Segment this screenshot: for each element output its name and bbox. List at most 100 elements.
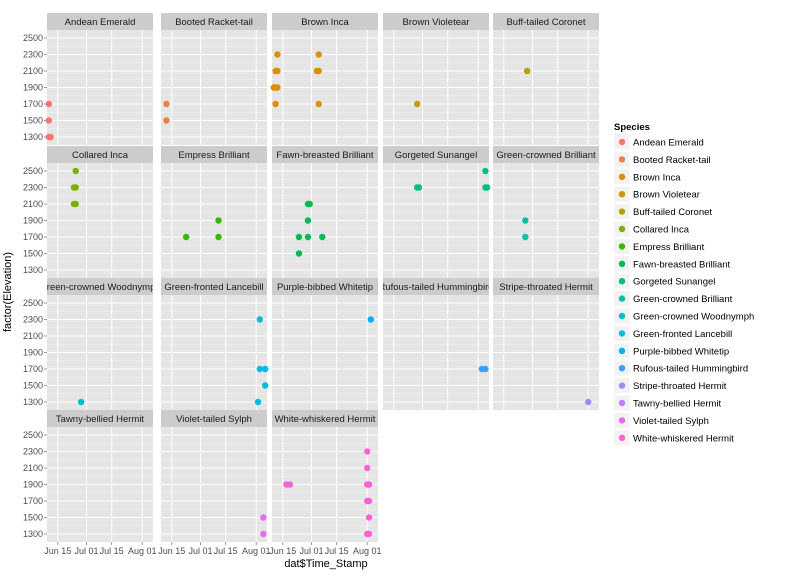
legend-label: White-whiskered Hermit	[633, 433, 734, 444]
legend-label: Rufous-tailed Hummingbird	[633, 364, 748, 375]
data-point	[77, 398, 85, 406]
x-tick-label: Jul 15	[325, 546, 349, 556]
facet-strip	[161, 13, 267, 30]
data-point	[182, 233, 190, 241]
x-tick-label: Aug 01	[353, 546, 382, 556]
facet-strip	[493, 146, 599, 163]
facet-panel: Stripe-throated Hermit	[493, 278, 599, 410]
data-point	[315, 100, 322, 108]
legend-item: Fawn-breasted Brilliant	[613, 255, 731, 273]
legend-item: Collared Inca	[613, 220, 690, 238]
data-point	[365, 514, 373, 521]
facet-panel: Buff-tailed Coronet	[493, 13, 599, 145]
legend-label: Green-crowned Woodnymph	[633, 312, 754, 323]
facet-panel: Violet-tailed Sylph Jun 15 Jul 01 Jul 15 Aug…	[158, 410, 270, 556]
legend-swatch	[618, 434, 626, 441]
data-point	[413, 100, 421, 108]
data-point	[72, 167, 79, 175]
facet-title: Stripe-throated Hermit	[499, 282, 593, 293]
facet-panel: Fawn-breasted Brilliant	[272, 146, 378, 278]
data-point	[295, 250, 303, 257]
data-point	[585, 398, 592, 406]
legend-swatch	[618, 399, 626, 407]
facet-panel: Empress Brilliant	[161, 146, 267, 278]
legend-item: Stripe-throated Hermit	[613, 377, 727, 395]
data-point	[482, 365, 489, 373]
data-point	[215, 233, 222, 241]
data-point	[274, 84, 281, 91]
y-tick-label: 2500	[23, 166, 43, 176]
data-point	[304, 233, 312, 241]
legend-item: Green-crowned Woodnymph	[613, 307, 754, 325]
y-tick-label: 1500	[23, 249, 43, 259]
y-tick-label: 1300	[23, 397, 43, 407]
legend-swatch	[618, 260, 626, 267]
y-tick-label: 2300	[23, 183, 43, 193]
legend-label: Buff-tailed Coronet	[633, 207, 712, 218]
facet-title: Buff-tailed Coronet	[506, 17, 585, 28]
facet-title: Green-fronted Lancebill	[164, 282, 263, 293]
legend-swatch	[618, 243, 626, 250]
legend-label: Empress Brilliant	[633, 242, 705, 253]
y-tick-label: 2500	[23, 430, 43, 440]
data-point	[523, 67, 531, 75]
facet-strip	[493, 278, 599, 295]
data-point	[215, 217, 222, 224]
data-point	[262, 365, 269, 373]
facet-title: Gorgeted Sunangel	[395, 150, 477, 161]
legend-label: Brown Inca	[633, 172, 681, 183]
legend-item: Gorgeted Sunangel	[613, 272, 715, 290]
legend-item: Andean Emerald	[613, 133, 704, 151]
x-tick-label: Jul 01	[75, 546, 99, 556]
facet-panel: Gorgeted Sunangel	[383, 146, 491, 278]
data-point	[365, 530, 373, 538]
x-tick-label: Jun 15	[44, 546, 71, 556]
data-point	[262, 382, 269, 389]
y-tick-label: 2300	[23, 315, 43, 325]
facet-title: Purple-bibbed Whitetip	[277, 282, 373, 293]
y-tick-label: 2100	[23, 66, 43, 76]
data-point	[482, 167, 489, 175]
legend-label: Booted Racket-tail	[633, 155, 711, 166]
legend-swatch	[618, 208, 626, 215]
y-tick-label: 1900	[23, 348, 43, 358]
y-tick-label: 2100	[23, 199, 43, 209]
legend-label: Brown Violetear	[633, 190, 700, 201]
data-point	[260, 530, 267, 538]
facet-title: Rufous-tailed Hummingbird	[378, 282, 493, 293]
facet-strip	[272, 278, 378, 295]
x-tick-label: Jul 15	[100, 546, 124, 556]
legend-swatch	[618, 191, 626, 198]
data-point	[295, 233, 303, 241]
facet-strip	[47, 278, 153, 295]
legend-item: Purple-bibbed Whitetip	[613, 342, 729, 360]
x-tick-label: Aug 01	[128, 546, 157, 556]
y-tick-label: 1700	[23, 496, 43, 506]
y-tick-label: 1900	[23, 83, 43, 93]
y-tick-label: 1300	[23, 265, 43, 275]
legend-item: Rufous-tailed Hummingbird	[613, 359, 748, 377]
y-tick-label: 1900	[23, 480, 43, 490]
data-point	[522, 233, 529, 241]
legend-item: Booted Racket-tail	[613, 150, 711, 168]
facet-title: Brown Violetear	[403, 17, 470, 28]
facet-title: Green-crowned Brilliant	[496, 150, 596, 161]
facet-strip	[161, 410, 267, 427]
data-point	[484, 184, 491, 191]
legend-swatch	[618, 382, 626, 389]
legend-item: Buff-tailed Coronet	[613, 203, 712, 221]
y-axis-title: factor(Elevation)	[2, 252, 14, 332]
legend: Species Andean Emerald Booted Racket-tail…	[613, 122, 754, 447]
data-point	[72, 200, 79, 208]
legend-item: White-whiskered Hermit	[613, 429, 734, 447]
legend-item: Violet-tailed Sylph	[613, 411, 709, 429]
data-point	[315, 51, 322, 58]
data-point	[256, 316, 264, 323]
x-tick-label: Jul 15	[214, 546, 238, 556]
legend-item: Empress Brilliant	[613, 237, 705, 255]
facet-strip	[383, 278, 489, 295]
data-point	[260, 514, 267, 521]
facet-strip	[47, 13, 153, 30]
data-point	[319, 233, 326, 241]
